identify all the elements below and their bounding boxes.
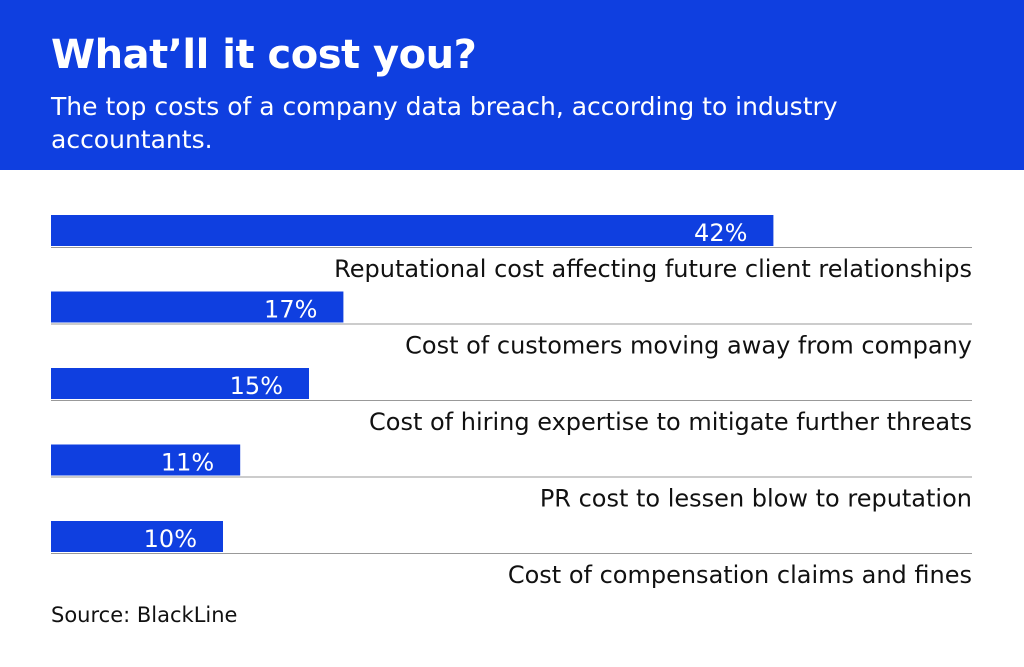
value-label: 10%: [144, 525, 197, 553]
source: Source: BlackLine: [51, 603, 237, 627]
category-label: Cost of compensation claims and fines: [508, 561, 972, 589]
value-label: 11%: [161, 449, 214, 477]
chart-subtitle: The top costs of a company data breach, …: [51, 92, 838, 154]
bar: [51, 368, 309, 399]
bar: [51, 444, 241, 476]
category-label: Cost of hiring expertise to mitigate fur…: [369, 408, 972, 436]
bar: [51, 521, 223, 552]
category-label: PR cost to lessen blow to reputation: [540, 485, 972, 513]
chart: Source: BlackLine 42% Reputational cost a…: [51, 215, 972, 627]
chart-title: What’ll it cost you?: [51, 32, 477, 78]
category-label: Reputational cost affecting future clien…: [334, 255, 972, 283]
value-label: 17%: [264, 296, 317, 324]
category-label: Cost of customers moving away from compa…: [405, 332, 972, 360]
value-label: 42%: [694, 219, 747, 247]
bar: [51, 291, 344, 323]
value-label: 15%: [230, 372, 283, 400]
header: What’ll it cost you? The top costs of a …: [0, 0, 1024, 170]
bar: [51, 215, 774, 246]
